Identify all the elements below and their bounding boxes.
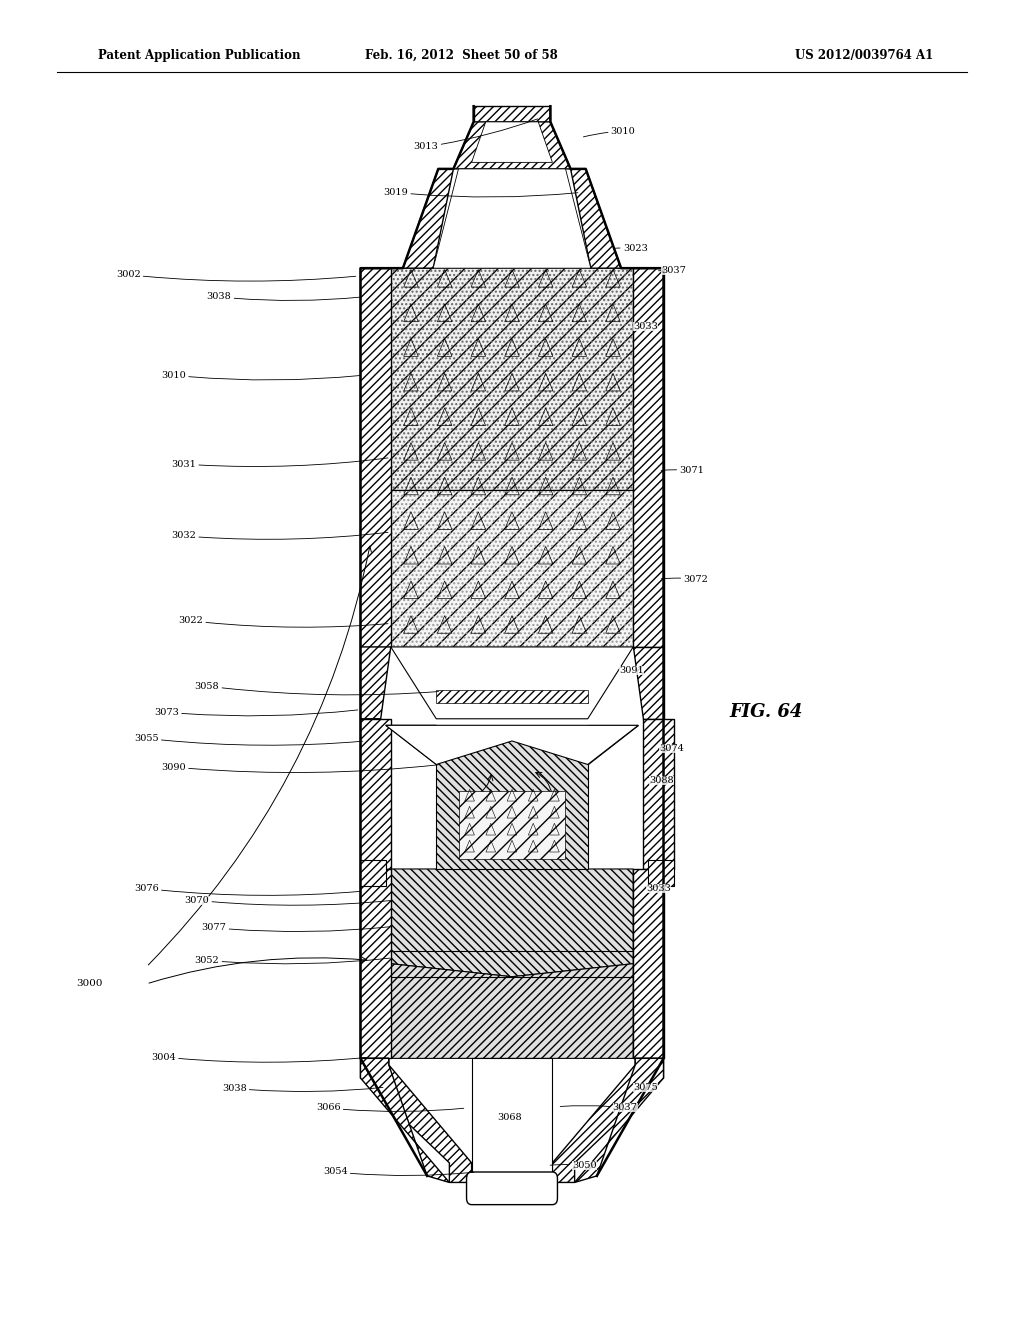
Text: 3038: 3038 — [207, 293, 359, 301]
Text: 3090: 3090 — [162, 763, 438, 772]
Text: 3076: 3076 — [134, 884, 359, 895]
Text: 3052: 3052 — [195, 956, 390, 965]
Text: 3013: 3013 — [414, 119, 538, 152]
Text: 3050: 3050 — [550, 1162, 597, 1170]
Text: FIG. 64: FIG. 64 — [729, 704, 803, 721]
Bar — [643, 719, 674, 869]
Text: Feb. 16, 2012  Sheet 50 of 58: Feb. 16, 2012 Sheet 50 of 58 — [366, 49, 558, 62]
Polygon shape — [391, 647, 633, 719]
Polygon shape — [391, 490, 633, 647]
Text: 3000: 3000 — [77, 979, 103, 989]
Polygon shape — [402, 169, 454, 268]
FancyBboxPatch shape — [467, 1172, 557, 1205]
Text: 3058: 3058 — [195, 681, 438, 694]
Text: 3077: 3077 — [202, 923, 390, 932]
Polygon shape — [391, 268, 633, 490]
Text: 3073: 3073 — [154, 708, 357, 717]
Text: 3088: 3088 — [648, 776, 674, 784]
Polygon shape — [574, 1059, 664, 1183]
Polygon shape — [633, 647, 664, 719]
Polygon shape — [570, 169, 622, 268]
Polygon shape — [391, 869, 633, 977]
Polygon shape — [436, 729, 588, 869]
Text: 3070: 3070 — [184, 896, 390, 906]
Polygon shape — [386, 725, 638, 764]
Polygon shape — [454, 121, 570, 169]
Polygon shape — [474, 106, 550, 121]
Bar — [436, 690, 588, 704]
Text: 3066: 3066 — [315, 1104, 464, 1113]
Bar — [633, 869, 664, 1059]
Text: 3023: 3023 — [613, 244, 647, 253]
Text: 3010: 3010 — [584, 127, 636, 137]
Text: 3072: 3072 — [662, 574, 709, 583]
Bar — [360, 268, 391, 647]
Text: 3091: 3091 — [618, 667, 643, 675]
Polygon shape — [386, 725, 436, 764]
Bar — [360, 719, 391, 869]
Text: 3037: 3037 — [658, 267, 686, 276]
Polygon shape — [552, 1059, 664, 1183]
Text: 3019: 3019 — [383, 187, 578, 197]
Text: Patent Application Publication: Patent Application Publication — [98, 49, 300, 62]
Text: 3054: 3054 — [323, 1167, 474, 1176]
Bar — [360, 859, 386, 886]
Polygon shape — [460, 791, 564, 858]
Text: 3032: 3032 — [171, 532, 388, 540]
Bar — [648, 859, 674, 886]
Bar — [472, 1059, 552, 1183]
Text: 3031: 3031 — [171, 458, 388, 469]
Bar — [360, 869, 391, 1059]
Text: 3074: 3074 — [658, 744, 684, 754]
Text: 3055: 3055 — [134, 734, 362, 746]
Text: 3068: 3068 — [498, 1113, 522, 1122]
Polygon shape — [433, 169, 591, 268]
Text: 3038: 3038 — [222, 1084, 383, 1093]
Polygon shape — [360, 1059, 472, 1183]
Bar — [633, 268, 664, 647]
Polygon shape — [472, 121, 552, 162]
Polygon shape — [391, 964, 633, 1059]
Text: US 2012/0039764 A1: US 2012/0039764 A1 — [795, 49, 933, 62]
Text: 3033: 3033 — [646, 884, 671, 894]
Text: 3033: 3033 — [633, 322, 657, 331]
Polygon shape — [360, 647, 391, 719]
Text: 3075: 3075 — [633, 1082, 657, 1092]
Polygon shape — [360, 1059, 450, 1183]
Text: 3004: 3004 — [152, 1052, 368, 1063]
Text: 3002: 3002 — [116, 271, 355, 281]
Polygon shape — [588, 725, 638, 764]
Text: 3010: 3010 — [161, 371, 359, 380]
Text: 3071: 3071 — [662, 466, 705, 475]
Text: 3037: 3037 — [560, 1104, 638, 1113]
Text: 3022: 3022 — [178, 616, 388, 627]
